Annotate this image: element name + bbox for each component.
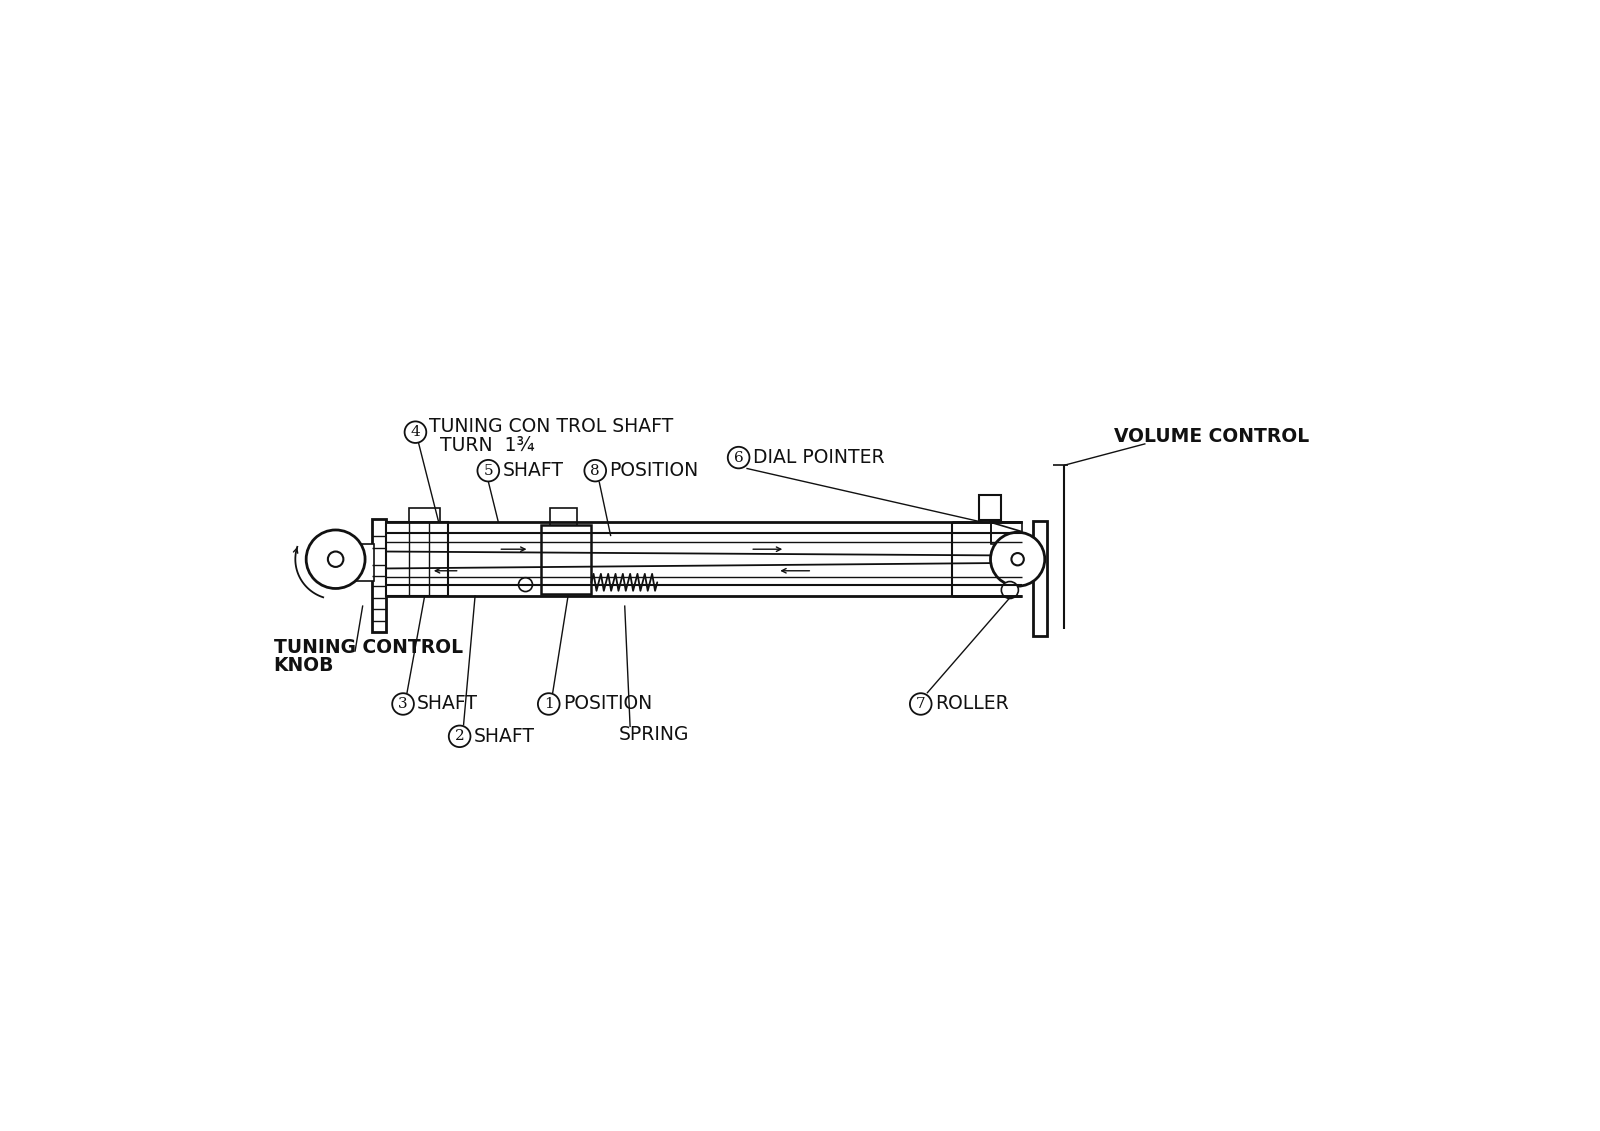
Text: 8: 8 bbox=[590, 464, 600, 477]
Circle shape bbox=[990, 533, 1045, 586]
Circle shape bbox=[477, 460, 499, 482]
Text: SHAFT: SHAFT bbox=[418, 694, 478, 714]
Text: SPRING: SPRING bbox=[619, 725, 690, 744]
Circle shape bbox=[328, 552, 344, 567]
Circle shape bbox=[910, 693, 931, 715]
Text: 1: 1 bbox=[544, 697, 554, 711]
Circle shape bbox=[584, 460, 606, 482]
Text: 4: 4 bbox=[411, 425, 421, 439]
Circle shape bbox=[538, 693, 560, 715]
Bar bbox=[373, 519, 386, 632]
Text: 2: 2 bbox=[454, 729, 464, 743]
Bar bbox=[541, 525, 592, 594]
Circle shape bbox=[448, 726, 470, 748]
Bar bbox=[1034, 520, 1046, 637]
Bar bbox=[355, 544, 374, 581]
Text: POSITION: POSITION bbox=[563, 694, 651, 714]
Circle shape bbox=[1002, 581, 1018, 598]
Circle shape bbox=[518, 578, 533, 592]
Text: 3: 3 bbox=[398, 697, 408, 711]
Circle shape bbox=[1011, 553, 1024, 566]
Text: KNOB: KNOB bbox=[274, 656, 334, 675]
Circle shape bbox=[306, 530, 365, 588]
Circle shape bbox=[392, 693, 414, 715]
Text: ROLLER: ROLLER bbox=[934, 694, 1008, 714]
Bar bbox=[550, 508, 578, 525]
Text: VOLUME CONTROL: VOLUME CONTROL bbox=[1115, 426, 1310, 446]
Text: TURN  1¾: TURN 1¾ bbox=[440, 435, 534, 455]
Bar bbox=[990, 523, 1021, 544]
Circle shape bbox=[728, 447, 749, 468]
Text: POSITION: POSITION bbox=[610, 461, 699, 481]
Circle shape bbox=[405, 422, 426, 443]
Bar bbox=[979, 495, 1000, 520]
Text: SHAFT: SHAFT bbox=[502, 461, 563, 481]
Bar bbox=[386, 523, 448, 596]
Text: 6: 6 bbox=[734, 450, 744, 465]
Text: 7: 7 bbox=[915, 697, 925, 711]
Text: TUNING CONTROL: TUNING CONTROL bbox=[274, 638, 462, 657]
Text: TUNING CON TROL SHAFT: TUNING CON TROL SHAFT bbox=[429, 417, 674, 437]
Text: SHAFT: SHAFT bbox=[474, 727, 534, 745]
Text: 5: 5 bbox=[483, 464, 493, 477]
Bar bbox=[410, 509, 440, 523]
Text: DIAL POINTER: DIAL POINTER bbox=[752, 448, 885, 467]
